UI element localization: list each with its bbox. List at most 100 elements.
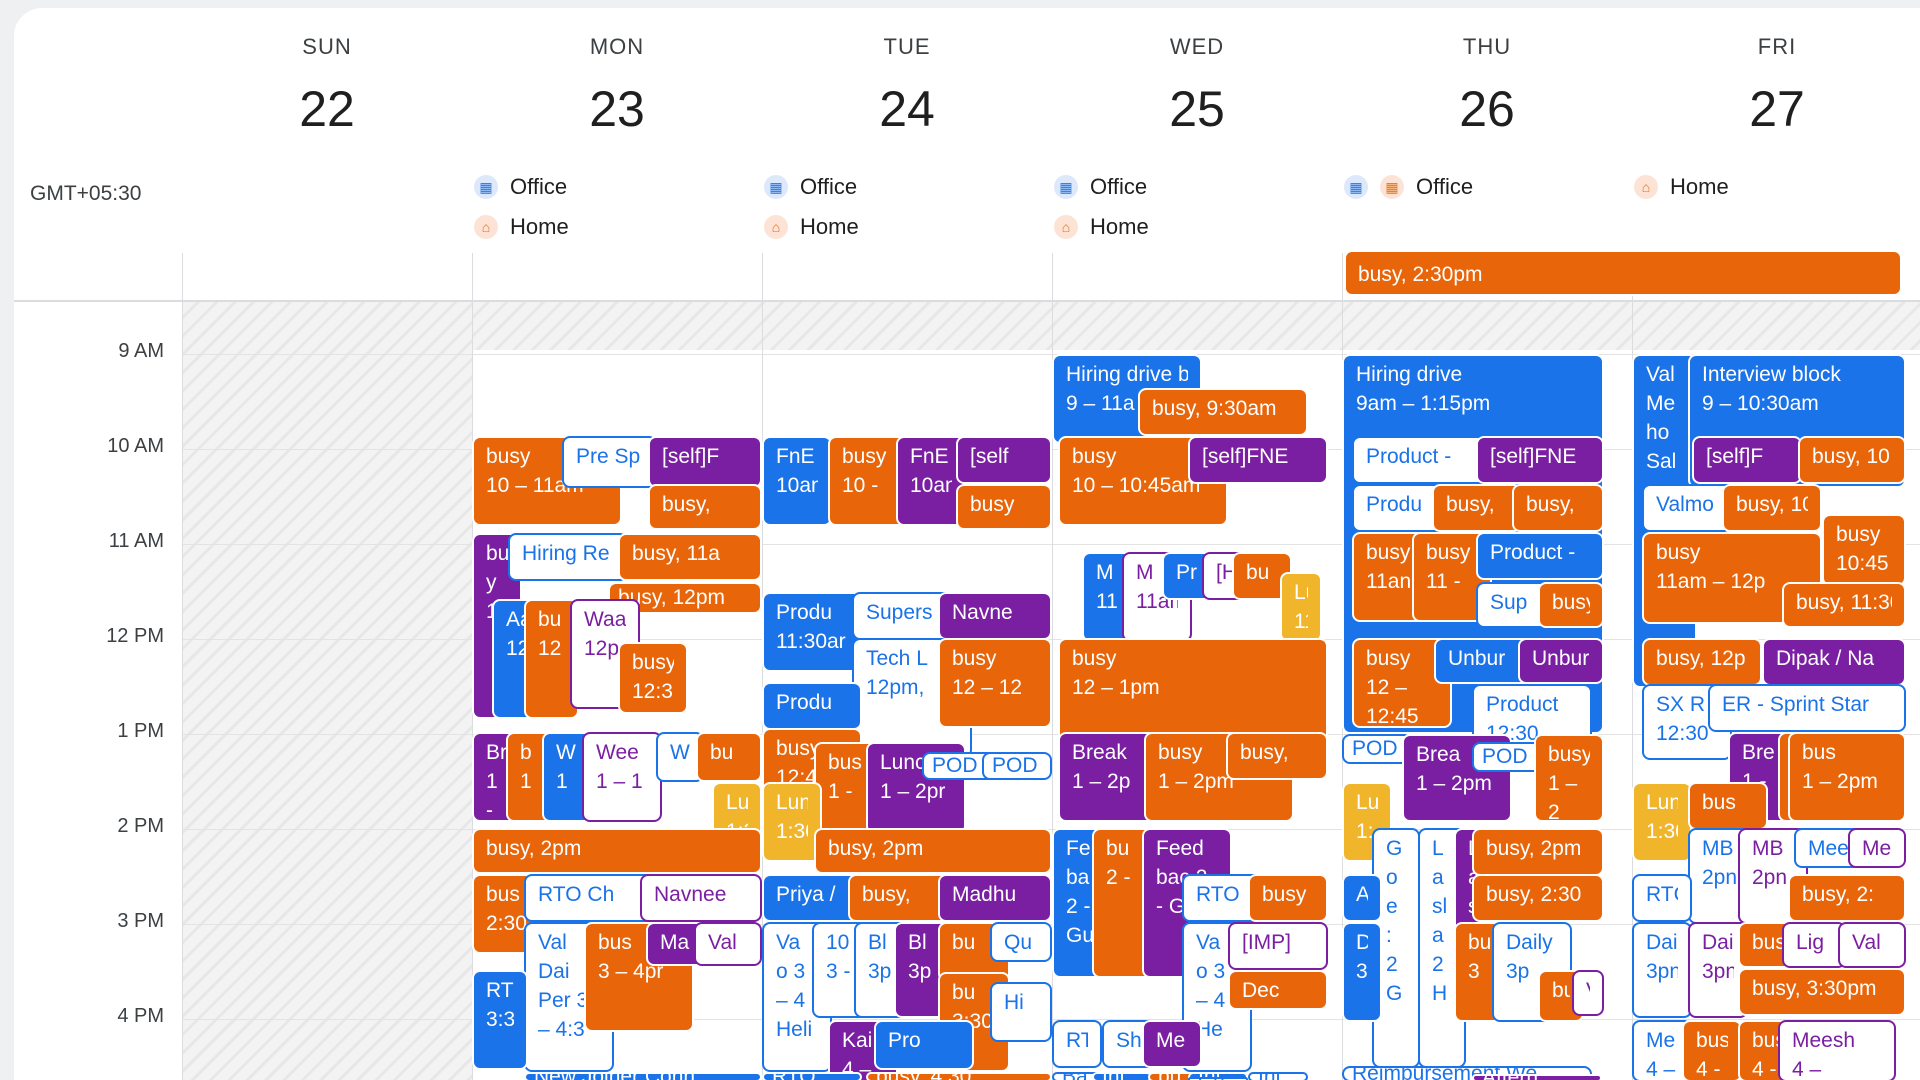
calendar-event[interactable]: Aftern — [1472, 1074, 1602, 1080]
calendar-event[interactable]: V — [1572, 970, 1604, 1016]
calendar-event[interactable]: [self]F — [1692, 436, 1802, 484]
event-title: busy — [1366, 644, 1438, 673]
calendar-event[interactable]: Pro — [874, 1020, 974, 1070]
calendar-event[interactable]: Meesh 4 – — [1778, 1020, 1896, 1080]
calendar-event[interactable]: busy — [1538, 582, 1604, 628]
calendar-event[interactable]: busy, 12p — [1642, 638, 1762, 686]
calendar-event[interactable]: ER - Sprint Star — [1708, 684, 1906, 732]
calendar-event[interactable]: busy, 2pm — [1472, 828, 1604, 876]
calendar-event[interactable]: busy, 3:30pm — [1738, 968, 1906, 1016]
calendar-event[interactable]: busy, 11a — [618, 533, 762, 581]
working-location-home[interactable]: ⌂ Home — [474, 212, 569, 242]
calendar-event[interactable]: Lun 1:30 — [762, 782, 822, 862]
calendar-event[interactable]: FnE 10an — [762, 436, 832, 526]
calendar-event[interactable]: Lig — [1782, 922, 1846, 968]
calendar-event[interactable]: Wee 1 – 1 — [582, 732, 662, 822]
calendar-event[interactable]: [self]FNE — [1188, 436, 1328, 484]
calendar-event[interactable]: POD — [982, 752, 1052, 780]
calendar-event[interactable]: busy, 11:30 — [1782, 582, 1906, 628]
calendar-event[interactable]: busy 1 – 2 — [1534, 734, 1604, 822]
calendar-event[interactable]: busy, 9:30am — [1138, 388, 1308, 436]
day-number[interactable]: 27 — [1632, 80, 1920, 138]
working-location-home[interactable]: ⌂ Home — [1054, 212, 1149, 242]
calendar-event[interactable]: busy, 2pm — [472, 828, 762, 874]
calendar-event[interactable]: Product - — [1476, 532, 1604, 580]
calendar-event[interactable]: Produ 11:30ar — [762, 592, 862, 672]
calendar-event[interactable]: Supers — [852, 592, 952, 640]
calendar-event[interactable]: Hiring Re — [508, 533, 628, 581]
calendar-event[interactable]: busy, — [1226, 732, 1328, 780]
calendar-event[interactable]: bu — [696, 732, 762, 782]
calendar-event[interactable]: Dipak / Na — [1762, 638, 1906, 686]
calendar-event[interactable]: Int4 — [1248, 1072, 1308, 1080]
working-location-office[interactable]: ▦ ▦ Office — [1344, 172, 1473, 202]
working-location-office[interactable]: ▦ Office — [474, 172, 567, 202]
calendar-event[interactable]: Val — [694, 922, 762, 966]
calendar-event[interactable]: busy 12:3 — [618, 642, 688, 714]
calendar-event[interactable]: [self]F — [648, 436, 762, 488]
calendar-event[interactable]: Int4p — [1092, 1072, 1152, 1080]
calendar-event[interactable]: Me — [1142, 1020, 1202, 1068]
working-location-office[interactable]: ▦ Office — [764, 172, 857, 202]
event-title: Unbur — [1448, 644, 1520, 673]
calendar-event[interactable]: Lu 11 — [1280, 572, 1322, 642]
calendar-event[interactable]: RTC 3:30 — [472, 970, 528, 1070]
event-time: 9 – 10:30am — [1702, 389, 1892, 418]
calendar-event[interactable]: busy, — [648, 484, 762, 530]
calendar-event[interactable]: busy, 10 — [1798, 436, 1906, 484]
day-number[interactable]: 24 — [762, 80, 1052, 138]
calendar-event[interactable]: busy — [956, 484, 1052, 530]
allday-event[interactable]: busy, 2:30pm — [1344, 250, 1902, 296]
calendar-event[interactable]: Produ — [762, 682, 862, 730]
working-location-office[interactable]: ▦ Office — [1054, 172, 1147, 202]
calendar-event[interactable]: Pre Sp — [562, 436, 657, 488]
calendar-event[interactable]: Navnee — [640, 874, 762, 922]
calendar-event[interactable]: Me — [1848, 828, 1906, 868]
calendar-event[interactable]: [self — [956, 436, 1052, 484]
calendar-event[interactable]: bus 1 – 2pm — [1788, 732, 1906, 822]
calendar-event[interactable]: [IMP] — [1228, 922, 1328, 970]
calendar-event[interactable]: busy, 10:30 — [1722, 484, 1822, 532]
calendar-event[interactable]: Hi — [990, 982, 1052, 1042]
calendar-event[interactable]: busy 12 – 12 — [938, 638, 1052, 728]
calendar-event[interactable]: RTO Ch — [524, 874, 654, 922]
event-title: Valmo — [1656, 490, 1718, 519]
calendar-event[interactable]: bus — [1688, 782, 1768, 830]
calendar-event[interactable]: Unbur — [1518, 638, 1604, 684]
calendar-event[interactable]: busy, — [1512, 484, 1604, 532]
calendar-event[interactable]: busy — [1248, 874, 1328, 922]
working-location-home[interactable]: ⌂ Home — [1634, 172, 1729, 202]
event-title: RTO — [772, 1074, 852, 1080]
calendar-event[interactable]: RT — [1052, 1020, 1102, 1068]
calendar-event[interactable]: busy, 2:30 — [1472, 874, 1604, 922]
calendar-event[interactable]: Valmo — [1642, 484, 1732, 532]
calendar-event[interactable]: busy 10:45 — [1822, 514, 1906, 586]
calendar-event[interactable]: busy, 2: — [1788, 874, 1906, 922]
day-number[interactable]: 25 — [1052, 80, 1342, 138]
working-location-home[interactable]: ⌂ Home — [764, 212, 859, 242]
calendar-event[interactable]: busy, 4:30 — [866, 1072, 1052, 1080]
calendar-event[interactable]: A — [1342, 874, 1382, 922]
calendar-event[interactable]: Lun 1:30 — [1632, 782, 1692, 862]
calendar-event[interactable]: Val — [1838, 922, 1906, 968]
calendar-event[interactable]: Dai 3pn — [1632, 922, 1692, 1018]
calendar-event[interactable]: Madhu — [938, 874, 1052, 922]
day-number[interactable]: 26 — [1342, 80, 1632, 138]
calendar-event[interactable]: New Joiner Conn — [524, 1072, 762, 1080]
event-title: busy, 10:30 — [1736, 490, 1808, 519]
calendar-event[interactable]: RTC — [1632, 874, 1692, 922]
event-time: 11 - — [1426, 567, 1478, 596]
calendar-event[interactable]: D 3p — [1342, 922, 1382, 1022]
calendar-event[interactable]: Qu — [990, 922, 1052, 962]
calendar-event[interactable]: Priya / — [762, 874, 862, 922]
calendar-event[interactable]: Navne — [938, 592, 1052, 640]
day-number[interactable]: 23 — [472, 80, 762, 138]
calendar-event[interactable]: busy, 2pm — [814, 828, 1052, 874]
calendar-event[interactable]: Dec — [1228, 970, 1328, 1010]
calendar-event[interactable]: bus 4 - — [1682, 1020, 1742, 1080]
day-number[interactable]: 22 — [182, 80, 472, 138]
calendar-event[interactable]: [self]FNE — [1476, 436, 1604, 484]
calendar-event[interactable]: busy, — [1432, 484, 1522, 532]
calendar-event[interactable]: RTO — [762, 1072, 862, 1080]
